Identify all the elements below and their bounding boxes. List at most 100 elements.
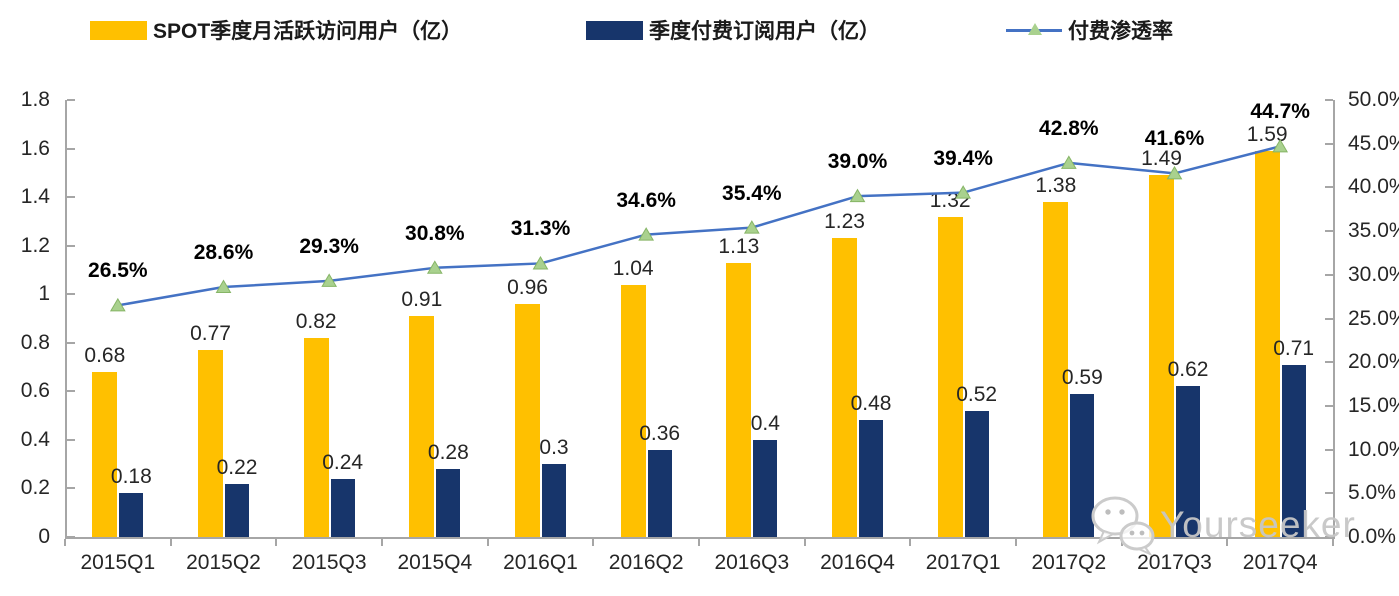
subs-bar <box>542 464 566 537</box>
right-axis-tick-label: 10.0% <box>1348 437 1399 461</box>
penetration-marker <box>532 255 549 270</box>
subs-bar <box>753 439 778 537</box>
penetration-value-label: 31.3% <box>510 217 571 241</box>
subs-bar-value: 0.71 <box>1273 336 1315 360</box>
left-axis-tick <box>67 390 75 393</box>
subs-bar-value: 0.24 <box>322 450 364 474</box>
category-label: 2015Q4 <box>397 551 473 574</box>
right-axis-tick-label: 25.0% <box>1348 306 1399 330</box>
subs-bar <box>436 469 461 537</box>
subs-bar-value: 0.36 <box>639 421 681 445</box>
mau-bar-value: 0.77 <box>190 322 231 346</box>
right-axis-tick-label: 40.0% <box>1348 175 1399 199</box>
right-axis-tick-label: 30.0% <box>1348 262 1399 286</box>
category-label: 2017Q4 <box>1242 551 1318 574</box>
penetration-marker <box>1060 155 1077 169</box>
left-axis-tick <box>67 99 75 101</box>
penetration-marker <box>1272 138 1289 153</box>
category-label: 2017Q2 <box>1031 551 1107 574</box>
legend-item-mau: SPOT季度月活跃访问用户（亿） <box>90 16 462 44</box>
bottom-axis-tick <box>1226 539 1229 546</box>
left-axis-tick-label: 1.8 <box>20 88 50 111</box>
left-axis-tick <box>67 438 75 441</box>
right-axis-tick-label: 5.0% <box>1348 481 1396 505</box>
mau-bar <box>92 371 118 537</box>
left-axis-tick-label: 0.4 <box>20 427 50 451</box>
category-label: 2016Q4 <box>820 551 895 574</box>
right-axis-tick-label: 50.0% <box>1348 88 1399 111</box>
mau-bar <box>1043 201 1069 537</box>
penetration-value-label: 35.4% <box>722 181 782 205</box>
subs-bar-value: 0.62 <box>1167 358 1209 382</box>
right-axis-tick <box>1325 361 1333 364</box>
category-label: 2017Q3 <box>1137 551 1212 574</box>
category-label: 2016Q3 <box>714 551 790 574</box>
mau-legend-swatch <box>90 20 147 40</box>
subs-bar-value: 0.59 <box>1061 365 1103 389</box>
left-axis-tick <box>67 293 75 296</box>
subs-bar <box>1176 386 1200 537</box>
category-label: 2017Q1 <box>925 551 1001 574</box>
subs-bar <box>647 449 672 537</box>
left-axis-tick-label: 0.6 <box>20 379 50 403</box>
penetration-marker <box>215 279 232 294</box>
right-axis <box>1333 100 1335 539</box>
mau-bar <box>620 284 646 537</box>
right-axis-tick <box>1325 273 1333 276</box>
left-axis-tick-label: 0.2 <box>20 476 50 500</box>
penetration-line <box>109 138 1289 312</box>
right-axis-tick <box>1325 492 1333 495</box>
penetration-value-label: 28.6% <box>193 241 254 265</box>
subs-bar <box>330 478 355 537</box>
category-label: 2015Q2 <box>186 551 261 574</box>
category-label: 2016Q2 <box>608 551 684 574</box>
bottom-axis-tick <box>1015 539 1017 546</box>
penetration-value-label: 39.4% <box>933 146 993 170</box>
bottom-axis-tick <box>909 539 912 546</box>
right-axis-tick <box>1325 404 1333 407</box>
bottom-axis <box>65 537 1335 539</box>
left-axis-tick <box>67 536 75 538</box>
mau-bar-value: 1.04 <box>612 256 654 280</box>
right-axis-tick-label: 45.0% <box>1348 131 1399 155</box>
mau-bar-value: 1.13 <box>718 234 760 258</box>
penetration-legend-marker <box>1006 20 1062 40</box>
penetration-value-label: 39.0% <box>827 150 888 174</box>
bottom-axis-tick <box>486 539 489 546</box>
mau-bar-value: 0.96 <box>507 275 548 299</box>
penetration-marker <box>1166 165 1183 180</box>
subs-bar-value: 0.4 <box>750 411 780 435</box>
left-axis <box>65 100 67 539</box>
right-axis-tick <box>1325 230 1333 233</box>
bottom-axis-tick <box>381 539 383 546</box>
legend-item-penetration: 付费渗透率 <box>1006 16 1173 44</box>
mau-bar-value: 1.38 <box>1035 173 1077 197</box>
subs-bar <box>964 410 989 537</box>
legend-item-subs: 季度付费订阅用户（亿） <box>586 16 880 44</box>
subs-bar <box>225 483 249 537</box>
left-axis-tick-label: 1.2 <box>20 233 50 257</box>
left-axis-tick <box>67 341 75 344</box>
right-axis-tick-label: 0.0% <box>1348 525 1396 548</box>
legend-label-penetration: 付费渗透率 <box>1068 20 1173 43</box>
left-axis-tick-label: 0.8 <box>20 330 50 354</box>
penetration-value-label: 29.3% <box>299 234 359 258</box>
right-axis-tick <box>1325 448 1333 451</box>
plot-area: 0.68 0.77 0.82 0.91 0.96 1.04 1.13 1.23 1.32 1.38… <box>64 99 1335 546</box>
penetration-value-label: 44.7% <box>1250 100 1310 124</box>
mau-bar-value: 0.91 <box>401 288 443 312</box>
mau-bar-value: 1.23 <box>824 210 865 234</box>
mau-bar-value: 0.68 <box>84 343 126 367</box>
penetration-value-label: 34.6% <box>616 188 676 212</box>
penetration-marker <box>638 227 655 241</box>
penetration-marker <box>955 185 972 199</box>
mau-bar <box>303 337 329 537</box>
right-axis-tick <box>1325 142 1333 145</box>
mau-bar-value: 0.82 <box>295 309 337 333</box>
subs-bar-value: 0.18 <box>110 465 152 489</box>
subs-bar <box>859 420 883 537</box>
bottom-axis-tick <box>169 539 172 546</box>
legend-label-subs: 季度付费订阅用户（亿） <box>649 20 880 43</box>
bottom-axis-tick <box>698 539 700 546</box>
subs-bar-value: 0.48 <box>850 392 892 416</box>
